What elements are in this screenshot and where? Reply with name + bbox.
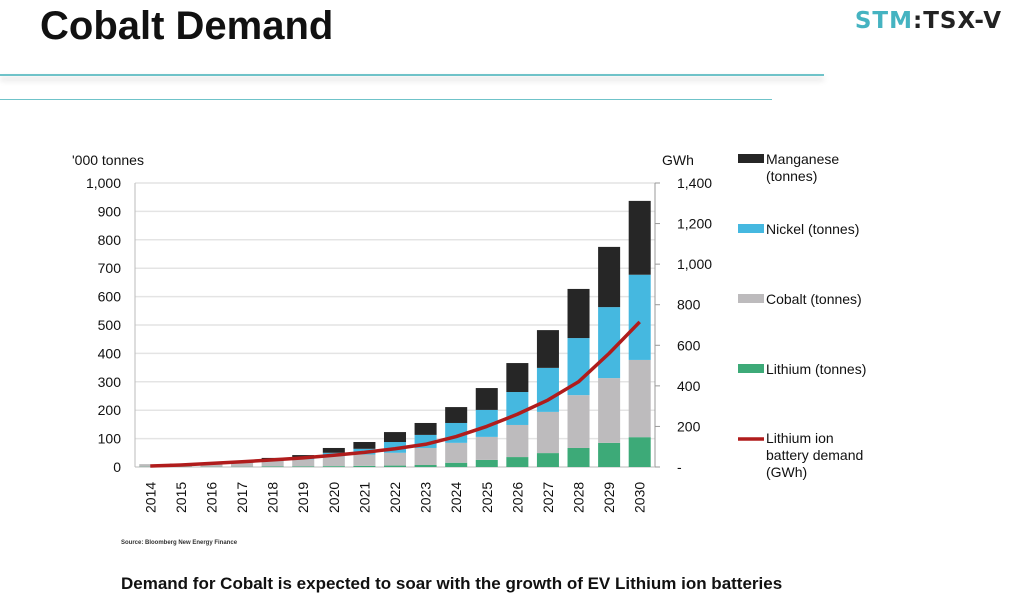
bar-manganese: [414, 422, 437, 435]
legend-swatch: [738, 364, 764, 373]
bar-manganese: [445, 407, 468, 423]
y-tick-label: 200: [98, 402, 122, 418]
y-tick-label: 300: [98, 374, 122, 390]
y-axis-label: '000 tonnes: [72, 152, 144, 168]
bar-lithium: [506, 457, 529, 467]
x-tick-label: 2014: [142, 482, 158, 513]
y-tick-label: 600: [98, 289, 122, 305]
bar-cobalt: [261, 460, 284, 467]
bar-lithium: [383, 465, 407, 467]
legend-label: Lithium (tonnes): [766, 361, 866, 377]
bar-manganese: [536, 330, 559, 368]
bar-manganese: [598, 246, 621, 308]
bar-cobalt: [353, 454, 376, 466]
bar-lithium: [445, 462, 468, 467]
bar-cobalt: [383, 452, 407, 466]
y-tick-label: 100: [98, 431, 122, 447]
page-title: Cobalt Demand: [40, 4, 334, 48]
bar-manganese: [475, 388, 498, 410]
legend-label: Lithium ion battery demand (GWh): [766, 430, 863, 480]
legend-swatch: [738, 154, 764, 163]
bar-cobalt: [445, 442, 468, 463]
caption: Demand for Cobalt is expected to soar wi…: [121, 574, 783, 593]
bar-cobalt: [475, 436, 498, 460]
x-tick-label: 2019: [295, 482, 311, 513]
divider: [0, 74, 824, 76]
bar-cobalt: [292, 459, 315, 467]
x-tick-label: 2023: [418, 482, 434, 513]
bar-manganese: [628, 200, 651, 275]
x-tick-label: 2022: [387, 482, 403, 513]
bar-cobalt: [322, 456, 345, 467]
y2-tick-label: 600: [677, 337, 701, 353]
bar-cobalt: [628, 359, 651, 438]
y-tick-label: 0: [113, 459, 121, 475]
y2-tick-label: 200: [677, 418, 701, 434]
legend-label: Nickel (tonnes): [766, 221, 859, 237]
y2-tick-label: 1,200: [677, 216, 712, 232]
y-tick-label: 800: [98, 232, 122, 248]
legend-label: Manganese (tonnes): [766, 151, 839, 184]
x-tick-label: 2025: [479, 482, 495, 513]
bar-lithium: [628, 437, 651, 467]
bar-nickel: [506, 392, 529, 425]
y-tick-label: 700: [98, 260, 122, 276]
legend-swatch: [738, 294, 764, 303]
bar-nickel: [628, 274, 651, 360]
y2-tick-label: 1,400: [677, 175, 712, 191]
bar-manganese: [322, 447, 345, 453]
bar-lithium: [261, 466, 284, 467]
bar-cobalt: [567, 395, 590, 448]
company-logo: STM:TSX-V: [854, 8, 1002, 34]
y2-tick-label: 400: [677, 378, 701, 394]
bar-manganese: [506, 363, 529, 393]
bar-nickel: [567, 338, 590, 396]
divider: [0, 99, 772, 100]
bar-nickel: [475, 409, 498, 437]
bar-lithium: [475, 459, 498, 467]
bar-cobalt: [598, 378, 621, 443]
x-tick-label: 2028: [571, 482, 587, 513]
y-tick-label: 500: [98, 317, 122, 333]
source-note: Source: Bloomberg New Energy Finance: [121, 540, 238, 546]
y-tick-label: 1,000: [86, 175, 121, 191]
legend-label: Cobalt (tonnes): [766, 291, 862, 307]
y-tick-label: 400: [98, 345, 122, 361]
bar-nickel: [598, 307, 621, 379]
bar-cobalt: [414, 447, 437, 466]
bar-manganese: [383, 432, 407, 443]
bar-lithium: [598, 442, 621, 467]
x-tick-label: 2027: [540, 482, 556, 513]
bar-lithium: [322, 466, 345, 467]
x-tick-label: 2018: [265, 482, 281, 513]
x-tick-label: 2020: [326, 482, 342, 513]
x-tick-label: 2030: [632, 482, 648, 513]
x-tick-label: 2017: [234, 482, 250, 513]
y2-tick-label: -: [677, 459, 682, 475]
x-tick-label: 2016: [203, 482, 219, 513]
bar-lithium: [536, 453, 559, 467]
bar-cobalt: [200, 463, 223, 467]
bar-lithium: [414, 465, 437, 467]
bar-cobalt: [506, 424, 529, 458]
y2-tick-label: 1,000: [677, 256, 712, 272]
bar-lithium: [567, 447, 590, 467]
y-tick-label: 900: [98, 203, 122, 219]
bar-cobalt: [536, 411, 559, 454]
x-tick-label: 2024: [448, 482, 464, 513]
y2-axis-label: GWh: [662, 152, 694, 168]
bar-manganese: [567, 288, 590, 339]
bar-manganese: [353, 442, 376, 449]
x-tick-label: 2026: [509, 482, 525, 513]
x-tick-label: 2029: [601, 482, 617, 513]
x-tick-label: 2015: [173, 482, 189, 513]
legend-swatch: [738, 224, 764, 233]
bar-lithium: [292, 466, 315, 467]
bar-lithium: [353, 465, 376, 467]
y2-tick-label: 800: [677, 297, 701, 313]
x-tick-label: 2021: [356, 482, 372, 513]
bar-cobalt: [231, 462, 254, 467]
